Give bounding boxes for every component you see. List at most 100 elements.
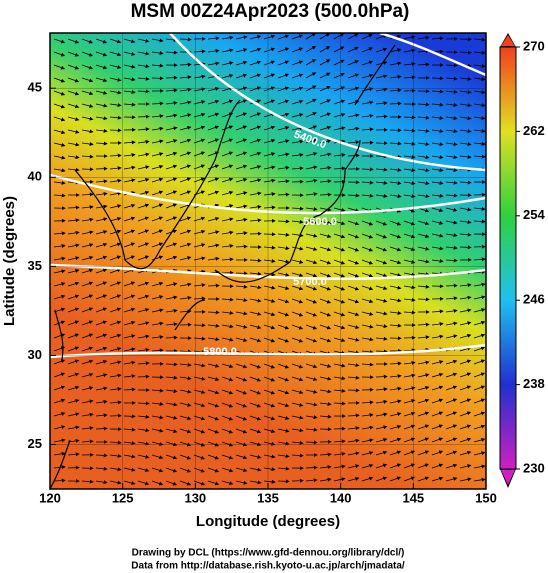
wind-arrow (389, 101, 402, 106)
wind-arrow (473, 477, 486, 482)
wind-arrow (249, 324, 262, 330)
wind-arrow (249, 428, 262, 434)
wind-arrow (151, 203, 164, 209)
wind-arrow (151, 454, 164, 460)
wind-arrow (95, 480, 108, 485)
wind-arrow (445, 437, 458, 443)
wind-arrow (361, 33, 373, 40)
wind-arrow (249, 298, 262, 303)
wind-arrow (473, 359, 486, 365)
wind-arrow (249, 311, 262, 316)
wind-arrow (291, 298, 304, 304)
wind-arrow (207, 454, 220, 460)
wind-arrow (305, 85, 317, 92)
wind-arrow (305, 415, 318, 420)
wind-arrow (389, 88, 402, 93)
wind-arrow (95, 64, 108, 70)
wind-arrow (473, 154, 486, 159)
wind-arrow (221, 190, 234, 196)
wind-arrow (473, 346, 486, 352)
wind-arrow (319, 46, 331, 53)
wind-arrow (193, 49, 206, 54)
wind-arrow (179, 349, 192, 354)
wind-arrow (277, 232, 290, 237)
wind-arrow (137, 361, 150, 366)
wind-arrow (445, 411, 458, 417)
wind-arrow (319, 337, 332, 343)
wind-arrow (291, 453, 304, 458)
wind-arrow (53, 38, 66, 44)
wind-arrow (53, 129, 66, 135)
wind-arrow (193, 138, 206, 144)
wind-arrow (81, 281, 94, 287)
wind-arrow (193, 256, 206, 261)
wind-arrow (109, 440, 122, 445)
wind-arrow (235, 415, 248, 421)
wind-arrow (431, 322, 444, 327)
wind-arrow (389, 311, 402, 316)
wind-arrow (235, 428, 248, 434)
wind-arrow (67, 412, 80, 417)
wind-arrow (263, 192, 276, 197)
wind-arrow (375, 114, 388, 119)
wind-arrow (123, 387, 136, 392)
wind-arrow (123, 140, 136, 145)
wind-arrow (193, 164, 206, 170)
wind-arrow (249, 35, 262, 40)
wind-arrow (305, 285, 318, 291)
wind-arrow (459, 372, 472, 378)
wind-arrow (193, 87, 206, 92)
wind-arrow (95, 294, 108, 300)
wind-arrow (249, 480, 262, 485)
wind-arrow (347, 33, 359, 40)
wind-arrow (67, 372, 80, 378)
wind-arrow (53, 269, 66, 274)
wind-arrow (193, 216, 206, 222)
wind-arrow (361, 127, 374, 132)
wind-arrow (151, 101, 164, 106)
wind-arrow (53, 359, 66, 365)
wind-arrow (389, 424, 402, 430)
wind-arrow (263, 467, 276, 472)
x-tick-label: 130 (184, 490, 206, 505)
wind-arrow (67, 281, 80, 287)
wind-arrow (221, 337, 234, 342)
wind-arrow (151, 335, 164, 340)
wind-arrow (431, 193, 444, 198)
wind-arrow (235, 284, 248, 289)
wind-arrow (347, 464, 360, 469)
wind-arrow (347, 350, 360, 355)
wind-arrow (473, 37, 486, 42)
wind-arrow (109, 115, 122, 120)
wind-arrow (165, 454, 178, 460)
wind-arrow (347, 126, 360, 131)
wind-arrow (95, 386, 108, 391)
wind-arrow (193, 480, 206, 486)
wind-arrow (95, 320, 108, 326)
wind-arrow (235, 337, 248, 342)
wind-arrow (333, 451, 346, 456)
wind-arrow (179, 295, 192, 300)
wind-arrow (249, 47, 262, 53)
wind-arrow (179, 389, 192, 394)
wind-arrow (221, 441, 234, 447)
wind-arrow (137, 165, 150, 170)
wind-arrow (207, 310, 220, 315)
wind-arrow (277, 165, 290, 170)
colorbar-tick-label: 238 (523, 376, 545, 391)
wind-arrow (431, 372, 444, 378)
wind-arrow (221, 467, 234, 473)
wind-arrow (445, 424, 458, 430)
wind-arrow (67, 230, 80, 235)
wind-arrow (319, 72, 331, 79)
wind-arrow (333, 99, 346, 105)
wind-arrow (207, 480, 220, 486)
wind-arrow (221, 73, 234, 79)
wind-arrow (277, 126, 290, 131)
wind-arrow (445, 63, 458, 68)
wind-arrow (221, 402, 234, 408)
wind-arrow (165, 428, 178, 433)
wind-arrow (123, 467, 136, 472)
wind-arrow (165, 190, 178, 196)
wind-arrow (445, 334, 458, 339)
